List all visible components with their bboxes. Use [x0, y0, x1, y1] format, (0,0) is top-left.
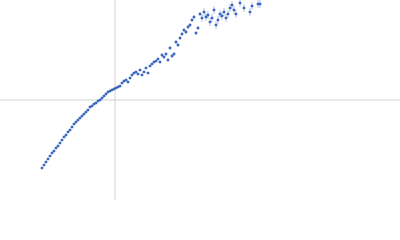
point [76, 118, 80, 122]
point [242, 6, 246, 10]
point [46, 157, 50, 161]
point [82, 112, 86, 116]
point [154, 59, 158, 63]
point [50, 151, 54, 155]
point [70, 125, 74, 129]
point [98, 98, 102, 102]
point [192, 15, 196, 19]
point [198, 12, 202, 16]
point [250, 4, 254, 8]
point [208, 20, 212, 24]
point [178, 36, 182, 40]
page: {"chart_data": {"type": "scatter", "xlim… [0, 0, 400, 200]
point [256, 2, 260, 6]
point [74, 120, 78, 124]
point [162, 55, 166, 59]
point [56, 144, 60, 148]
point [118, 84, 122, 88]
point [226, 12, 230, 16]
point [48, 154, 52, 158]
point [214, 23, 218, 27]
point [202, 10, 206, 14]
point [150, 62, 154, 66]
point [196, 26, 200, 30]
point [102, 94, 106, 98]
point [194, 31, 198, 35]
point [40, 166, 44, 170]
point [204, 15, 208, 19]
point [232, 8, 236, 12]
point [156, 57, 160, 61]
point [224, 16, 228, 20]
point [60, 138, 64, 142]
point [200, 16, 204, 20]
point [68, 128, 72, 132]
point [146, 71, 150, 75]
point [124, 78, 128, 82]
point [126, 80, 130, 84]
point [174, 40, 178, 44]
point [136, 72, 140, 76]
point [210, 16, 214, 20]
point [64, 133, 68, 137]
point [144, 66, 148, 70]
point [222, 10, 226, 14]
point [104, 92, 108, 96]
point [78, 116, 82, 120]
point [168, 46, 172, 50]
point [100, 96, 104, 100]
point [90, 104, 94, 108]
point [130, 73, 134, 77]
point [170, 54, 174, 58]
point [120, 81, 124, 85]
point [54, 146, 58, 150]
point [42, 163, 46, 167]
point [166, 58, 170, 62]
point [52, 149, 56, 153]
point [66, 130, 70, 134]
point [212, 8, 216, 12]
point [230, 3, 234, 7]
point [188, 23, 192, 27]
point [58, 141, 62, 145]
point [164, 52, 168, 56]
point [220, 14, 224, 18]
point [158, 60, 162, 64]
point [258, 2, 262, 6]
point [248, 10, 252, 14]
point [140, 73, 144, 77]
point [94, 101, 98, 105]
point [184, 30, 188, 34]
point [182, 28, 186, 32]
point [172, 52, 176, 56]
point [238, 1, 242, 5]
point [218, 12, 222, 16]
point [190, 18, 194, 22]
point [62, 135, 66, 139]
point [216, 18, 220, 22]
point [234, 12, 238, 16]
point [176, 43, 180, 47]
point [84, 110, 88, 114]
point [86, 108, 90, 112]
point [206, 13, 210, 17]
point [134, 70, 138, 74]
point [228, 6, 232, 10]
point [44, 160, 48, 164]
point [128, 76, 132, 80]
point [160, 53, 164, 57]
point [186, 25, 190, 29]
point [180, 32, 184, 36]
point [80, 114, 84, 118]
point [148, 64, 152, 68]
chart [0, 0, 400, 200]
point [138, 68, 142, 72]
point [72, 122, 76, 126]
point [142, 70, 146, 74]
